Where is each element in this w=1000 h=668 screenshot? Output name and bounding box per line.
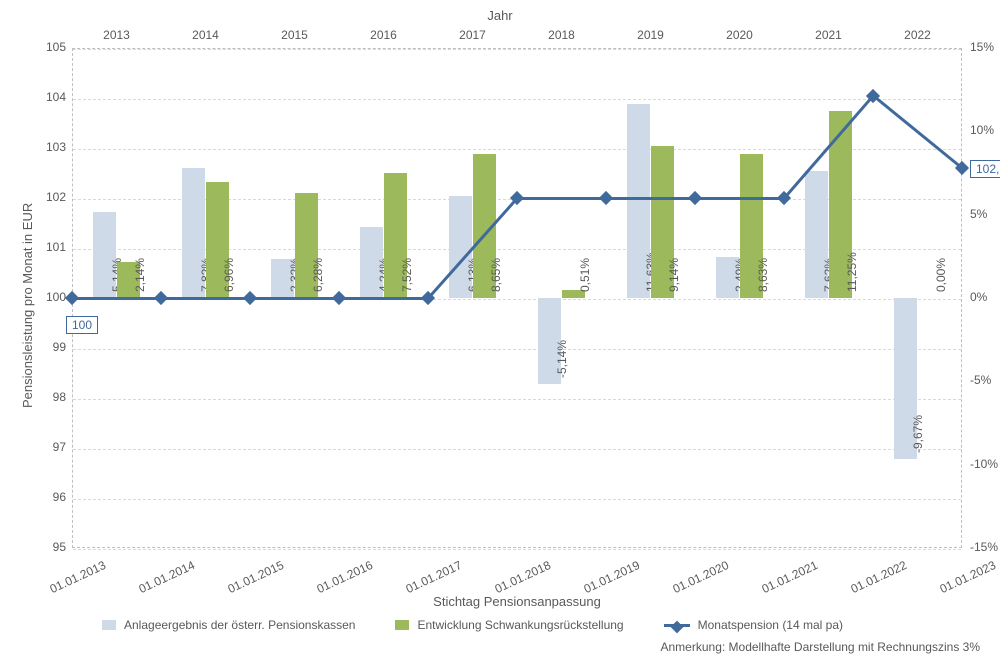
pension-chart: Jahr Pensionsleistung pro Monat in EUR S… xyxy=(0,0,1000,668)
legend: Anlageergebnis der österr. Pensionskasse… xyxy=(102,618,843,632)
footnote: Anmerkung: Modellhafte Darstellung mit R… xyxy=(661,640,981,654)
legend-item-monatspension: Monatspension (14 mal pa) xyxy=(664,618,843,632)
pension-line-segment xyxy=(161,297,250,300)
y-right-tick: 5% xyxy=(970,207,987,221)
date-tick: 01.01.2015 xyxy=(226,558,286,596)
year-tick: 2013 xyxy=(103,28,130,42)
bar-value-label: -5,14% xyxy=(555,340,569,378)
year-tick: 2017 xyxy=(459,28,486,42)
bar-value-label: 2,14% xyxy=(133,258,147,292)
pension-line-segment xyxy=(695,197,784,200)
year-tick: 2019 xyxy=(637,28,664,42)
date-tick: 01.01.2019 xyxy=(582,558,642,596)
bar-value-label: 6,96% xyxy=(222,258,236,292)
year-tick: 2022 xyxy=(904,28,931,42)
date-tick: 01.01.2021 xyxy=(760,558,820,596)
legend-label: Monatspension (14 mal pa) xyxy=(698,618,843,632)
bar-value-label: -9,67% xyxy=(911,415,925,453)
gridline xyxy=(73,349,961,350)
gridline xyxy=(73,99,961,100)
date-tick: 01.01.2013 xyxy=(48,558,108,596)
year-tick: 2018 xyxy=(548,28,575,42)
y-left-tick: 97 xyxy=(32,440,66,454)
pension-line-segment xyxy=(339,297,428,300)
bar-value-label: 11,25% xyxy=(845,252,859,292)
y-left-tick: 105 xyxy=(32,40,66,54)
y-left-tick: 95 xyxy=(32,540,66,554)
y-left-tick: 103 xyxy=(32,140,66,154)
bar-value-label: 8,63% xyxy=(756,258,770,292)
y-right-tick: -10% xyxy=(970,457,998,471)
bar-value-label: 7,52% xyxy=(400,258,414,292)
pension-line-segment xyxy=(606,197,695,200)
y-right-tick: 15% xyxy=(970,40,994,54)
y-left-tick: 96 xyxy=(32,490,66,504)
legend-swatch-light-icon xyxy=(102,620,116,630)
pension-line-segment xyxy=(72,297,161,300)
date-tick: 01.01.2023 xyxy=(938,558,998,596)
legend-swatch-line-icon xyxy=(664,624,690,627)
y-left-tick: 102 xyxy=(32,190,66,204)
line-callout: 102,6 xyxy=(970,160,1000,178)
legend-swatch-green-icon xyxy=(395,620,409,630)
y-left-tick: 104 xyxy=(32,90,66,104)
y-left-tick: 99 xyxy=(32,340,66,354)
legend-label: Entwicklung Schwankungsrückstellung xyxy=(417,618,623,632)
legend-label: Anlageergebnis der österr. Pensionskasse… xyxy=(124,618,355,632)
y-right-tick: 10% xyxy=(970,123,994,137)
bar-value-label: 0,51% xyxy=(578,258,592,292)
year-tick: 2015 xyxy=(281,28,308,42)
legend-item-schwankungsruecklage: Entwicklung Schwankungsrückstellung xyxy=(395,618,623,632)
bar-value-label: 9,14% xyxy=(667,258,681,292)
date-tick: 01.01.2016 xyxy=(315,558,375,596)
pension-line-segment xyxy=(517,197,606,200)
date-tick: 01.01.2018 xyxy=(493,558,553,596)
gridline xyxy=(73,399,961,400)
year-tick: 2014 xyxy=(192,28,219,42)
y-left-tick: 101 xyxy=(32,240,66,254)
gridline xyxy=(73,449,961,450)
year-tick: 2020 xyxy=(726,28,753,42)
bar-value-label: 8,65% xyxy=(489,258,503,292)
legend-item-anlageergebnis: Anlageergebnis der österr. Pensionskasse… xyxy=(102,618,355,632)
bar-value-label: 0,00% xyxy=(934,258,948,292)
y-right-tick: -5% xyxy=(970,373,991,387)
year-tick: 2016 xyxy=(370,28,397,42)
year-tick: 2021 xyxy=(815,28,842,42)
date-tick: 01.01.2020 xyxy=(671,558,731,596)
gridline xyxy=(73,49,961,50)
y-left-tick: 100 xyxy=(32,290,66,304)
date-tick: 01.01.2017 xyxy=(404,558,464,596)
date-tick: 01.01.2022 xyxy=(849,558,909,596)
gridline xyxy=(73,499,961,500)
x-axis-label: Stichtag Pensionsanpassung xyxy=(72,594,962,609)
bar-value-label: 6,28% xyxy=(311,258,325,292)
y-axis-label: Pensionsleistung pro Monat in EUR xyxy=(20,203,35,408)
pension-line-segment xyxy=(250,297,339,300)
line-callout: 100 xyxy=(66,316,98,334)
top-axis-title: Jahr xyxy=(0,8,1000,23)
gridline xyxy=(73,549,961,550)
y-left-tick: 98 xyxy=(32,390,66,404)
y-right-tick: 0% xyxy=(970,290,987,304)
date-tick: 01.01.2014 xyxy=(137,558,197,596)
y-right-tick: -15% xyxy=(970,540,998,554)
